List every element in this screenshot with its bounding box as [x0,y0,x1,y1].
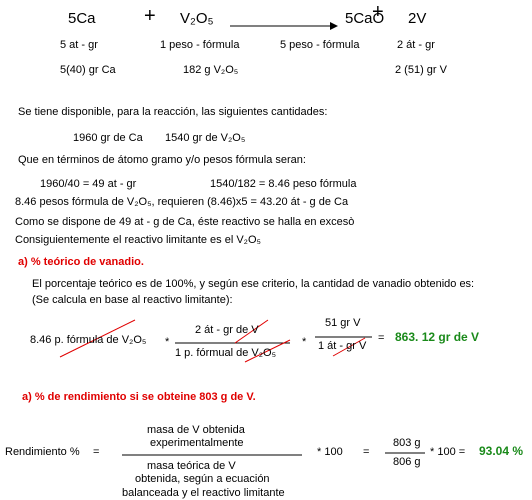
text: 1540/182 = 8.46 peso fórmula [210,178,357,190]
text: 5 at - gr [60,39,98,51]
result: 93.04 % [479,444,524,458]
cancel-line [234,319,269,344]
plus: + [372,1,384,23]
text: 1960/40 = 49 at - gr [40,178,137,190]
formula: 5Ca [68,10,96,27]
text: = [378,332,385,344]
text: 1 p. fórmual de V₂O₅ [175,347,277,359]
text: 51 gr V [325,317,361,329]
text: * [165,336,170,348]
text: 5 peso - fórmula [280,39,360,51]
text: 1540 gr de V₂O₅ [165,132,246,144]
text: Que en términos de átomo gramo y/o pesos… [18,154,306,166]
text: = [93,446,100,458]
formula: 2V [408,10,427,27]
text: * 100 [317,446,343,458]
cancel-line [244,339,291,363]
text: (Se calcula en base al reactivo limitant… [32,294,233,306]
text: masa teórica de V [147,460,236,472]
arrow-head [330,22,338,30]
text: 806 g [393,456,421,468]
text: 8.46 pesos fórmula de V₂O₅, requieren (8… [15,196,349,208]
text: 2 át - gr de V [195,324,259,336]
text: 2 át - gr [397,39,435,51]
text: 803 g [393,437,421,449]
text: * [302,336,307,348]
text: 8.46 p. fórmula de V₂O₅ [30,334,147,346]
text: 5(40) gr Ca [60,64,116,76]
cancel-line [59,319,136,358]
heading: a) % de rendimiento si se obteine 803 g … [22,391,256,403]
text: 2 (51) gr V [395,64,447,76]
formula: 5CaO [345,10,385,27]
formula: V₂O₅ [180,10,214,27]
text: Rendimiento % [5,446,80,458]
text: 182 g V₂O₅ [183,64,239,76]
text: = [363,446,370,458]
heading: a) % teórico de vanadio. [18,256,144,268]
text: El porcentaje teórico es de 100%, y segú… [32,278,475,290]
text: * 100 = [430,446,466,458]
text: obtenida, según a ecuación [135,473,270,485]
text: experimentalmente [150,437,244,449]
text: 1960 gr de Ca [73,132,143,144]
text: 1 át - gr V [318,340,367,352]
plus: + [144,5,156,27]
text: masa de V obtenida [147,424,245,436]
text: 1 peso - fórmula [160,39,240,51]
text: Se tiene disponible, para la reacción, l… [18,106,328,118]
text: Consiguientemente el reactivo limitante … [15,234,261,246]
result: 863. 12 gr de V [395,330,480,344]
text: balanceada y el reactivo limitante [122,487,285,499]
text: Como se dispone de 49 at - g de Ca, éste… [15,216,355,228]
cancel-line [332,337,366,357]
